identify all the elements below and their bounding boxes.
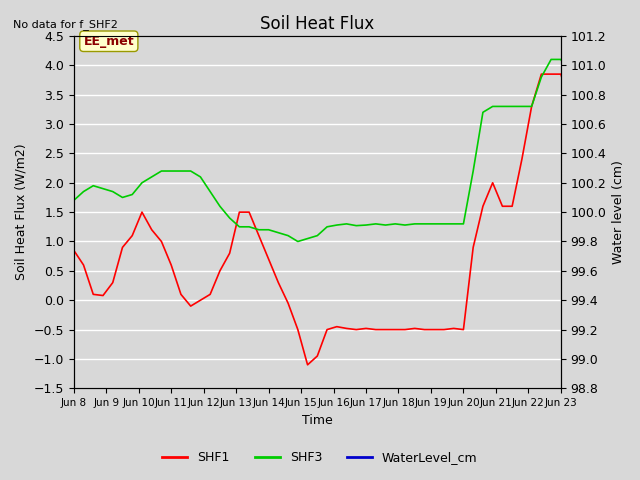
Y-axis label: Soil Heat Flux (W/m2): Soil Heat Flux (W/m2) xyxy=(15,144,28,280)
X-axis label: Time: Time xyxy=(302,414,333,427)
Y-axis label: Water level (cm): Water level (cm) xyxy=(612,160,625,264)
Title: Soil Heat Flux: Soil Heat Flux xyxy=(260,15,374,33)
Legend: SHF1, SHF3, WaterLevel_cm: SHF1, SHF3, WaterLevel_cm xyxy=(157,446,483,469)
Text: EE_met: EE_met xyxy=(83,35,134,48)
Text: No data for f_SHF2: No data for f_SHF2 xyxy=(13,19,118,30)
